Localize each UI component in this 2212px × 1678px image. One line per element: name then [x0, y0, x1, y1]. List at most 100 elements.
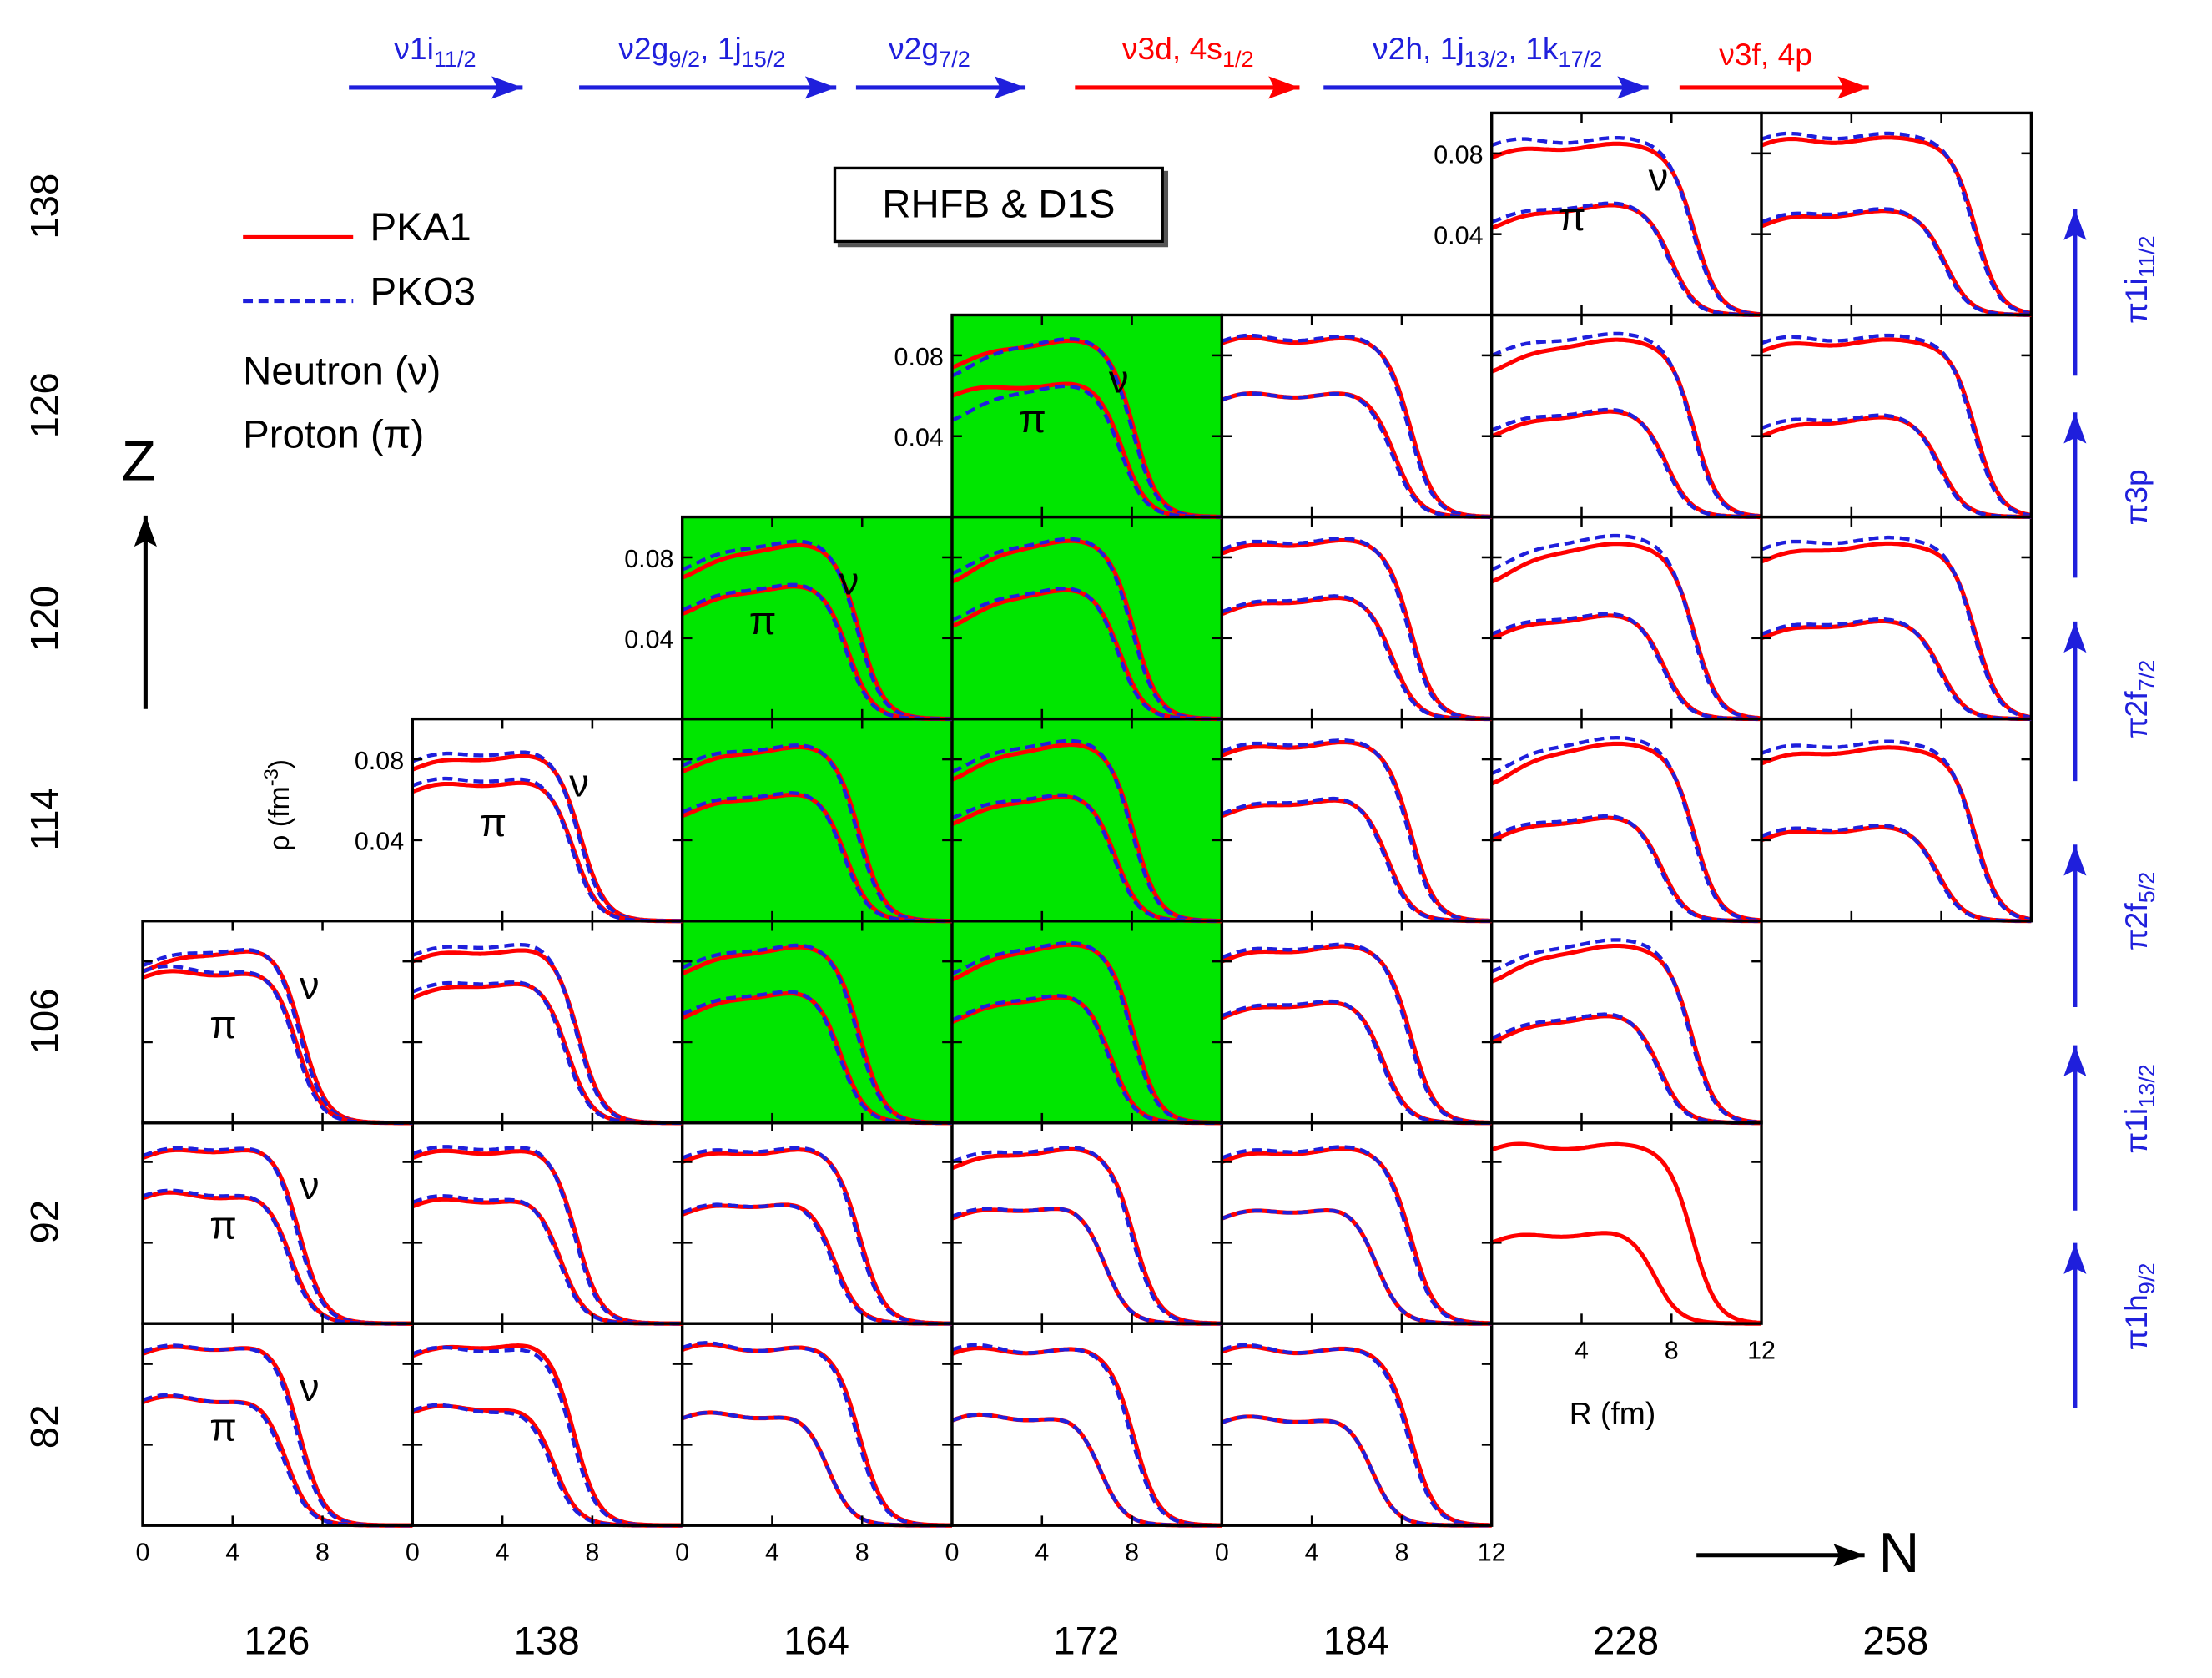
- x-tick-label-z82-n138: 0: [406, 1539, 420, 1567]
- panel-frame-z138-n258: [1760, 111, 2033, 317]
- side-annotation-4: π2f7/2: [2119, 659, 2160, 739]
- x-tick-label-z92-n228: 4: [1575, 1336, 1589, 1364]
- panel-bg-z92-n228: [1491, 1121, 1762, 1324]
- side-arrow-4-head: [2063, 621, 2087, 653]
- side-arrow-5-head: [2063, 412, 2087, 444]
- pko3-neutron-curve-z138-n228: [1490, 136, 1762, 317]
- pka1-proton-curve-z126-n258: [1761, 415, 2032, 520]
- pka1-neutron-curve-z120-n164: [681, 542, 953, 722]
- chart-title: RHFB & D1S: [833, 166, 1164, 244]
- pko3-neutron-curve-z106-n184: [1221, 942, 1492, 1125]
- top-arrow-5-head: [1617, 76, 1649, 99]
- side-annotation-5: π3p: [2119, 469, 2154, 526]
- x-tick-label-z82-n126: 4: [225, 1539, 239, 1567]
- top-annotation-1: ν1i11/2: [394, 31, 476, 73]
- top-annotation-2: ν2g9/2, 1j15/2: [618, 31, 786, 73]
- pko3-proton-curve-z106-n138: [411, 980, 683, 1125]
- nu-label-z82-n126: ν: [300, 1366, 320, 1410]
- pka1-neutron-curve-z114-n172: [951, 743, 1222, 924]
- pko3-neutron-curve-z126-n172: [951, 337, 1222, 519]
- pka1-proton-curve-z138-n258: [1761, 209, 2032, 317]
- x-axis-title: R (fm): [1569, 1395, 1656, 1431]
- x-tick-label-z82-n184: 0: [1215, 1539, 1229, 1567]
- y-axis-title: ρ (fm-3): [259, 758, 296, 851]
- pi-label-z120-n164: π: [749, 599, 777, 643]
- col-label-n138: 138: [513, 1618, 580, 1663]
- pi-label-z138-n228: π: [1559, 195, 1586, 239]
- row-label-z82: 82: [23, 1404, 67, 1449]
- panel-bg-z82-n172: [952, 1323, 1222, 1526]
- legend-note-proton: Proton (π): [243, 412, 425, 456]
- panel-bg-z82-n138: [412, 1323, 683, 1526]
- pko3-neutron-curve-z126-n258: [1761, 333, 2032, 517]
- z-axis-label: Z: [121, 431, 156, 493]
- x-tick-label-z92-n228: 12: [1747, 1336, 1776, 1364]
- pka1-proton-curve-z126-n184: [1221, 391, 1492, 520]
- nu-label-z92-n126: ν: [300, 1164, 320, 1208]
- pko3-neutron-curve-z120-n258: [1761, 535, 2032, 719]
- pko3-proton-curve-z114-n138: [411, 776, 683, 923]
- nu-label-z138-n228: ν: [1649, 156, 1669, 200]
- panel-bg-z120-n172: [952, 517, 1222, 719]
- pko3-neutron-curve-z82-n126: [142, 1343, 413, 1528]
- pko3-neutron-curve-z106-n228: [1490, 938, 1762, 1125]
- y-tick-label-z138-n228: 0.08: [1434, 141, 1483, 169]
- row-label-z138: 138: [23, 173, 67, 239]
- pka1-proton-curve-z120-n184: [1221, 596, 1492, 722]
- x-tick-label-z82-n184: 4: [1305, 1539, 1319, 1567]
- side-arrow-6-head: [2063, 209, 2087, 240]
- panel-bg-z82-n126: [142, 1323, 413, 1526]
- pko3-proton-curve-z120-n228: [1490, 612, 1762, 721]
- pko3-proton-curve-z92-n164: [681, 1202, 953, 1326]
- x-tick-label-z82-n126: 0: [136, 1539, 150, 1567]
- side-annotation-3: π2f5/2: [2119, 871, 2160, 951]
- pko3-proton-curve-z106-n184: [1221, 999, 1492, 1125]
- row-label-z114: 114: [23, 788, 67, 851]
- panel-bg-z82-n184: [1222, 1323, 1492, 1526]
- x-tick-label-z82-n172: 8: [1125, 1539, 1139, 1567]
- pi-label-z106-n126: π: [209, 1003, 237, 1047]
- panel-bg-z126-n184: [1222, 315, 1492, 517]
- pko3-neutron-curve-z106-n138: [411, 942, 683, 1125]
- row-label-z92: 92: [23, 1199, 67, 1244]
- panel-bg-z114-n138: [412, 718, 683, 921]
- x-tick-label-z82-n126: 8: [315, 1539, 330, 1567]
- pka1-neutron-curve-z106-n164: [681, 945, 953, 1126]
- y-tick-label-z120-n164: 0.08: [624, 545, 673, 573]
- pko3-proton-curve-z82-n184: [1221, 1414, 1492, 1528]
- n-axis-label: N: [1878, 1522, 1920, 1585]
- panel-bg-z106-n126: [142, 920, 413, 1123]
- nu-label-z126-n172: ν: [1109, 358, 1129, 402]
- pko3-neutron-curve-z92-n172: [951, 1146, 1222, 1326]
- top-annotation-3: ν2g7/2: [889, 31, 970, 73]
- x-tick-label-z82-n184: 8: [1394, 1539, 1408, 1567]
- side-annotation-2: π1i13/2: [2119, 1064, 2160, 1154]
- pko3-proton-curve-z126-n228: [1490, 407, 1762, 519]
- pko3-proton-curve-z138-n228: [1490, 201, 1762, 317]
- pko3-neutron-curve-z114-n258: [1761, 739, 2032, 922]
- panel-bg-z106-n184: [1222, 920, 1492, 1123]
- x-tick-label-z82-n164: 0: [675, 1539, 689, 1567]
- pka1-neutron-curve-z120-n258: [1761, 541, 2032, 719]
- pka1-neutron-curve-z126-n258: [1761, 337, 2032, 517]
- top-arrow-2-head: [804, 76, 837, 99]
- pko3-neutron-curve-z120-n164: [681, 539, 953, 721]
- pko3-proton-curve-z114-n258: [1761, 824, 2032, 923]
- pko3-neutron-curve-z92-n164: [682, 1146, 953, 1326]
- top-arrow-1-head: [491, 76, 523, 99]
- row-label-z106: 106: [23, 988, 67, 1055]
- pko3-neutron-curve-z82-n172: [951, 1343, 1222, 1528]
- pko3-proton-curve-z82-n126: [142, 1393, 413, 1528]
- pko3-neutron-curve-z114-n172: [951, 738, 1222, 923]
- pka1-neutron-curve-z114-n258: [1761, 745, 2032, 922]
- side-arrow-2-head: [2063, 1045, 2087, 1076]
- pko3-neutron-curve-z106-n172: [951, 940, 1222, 1125]
- panel-bg-z92-n138: [412, 1121, 683, 1324]
- side-annotation-6: π1i11/2: [2119, 235, 2160, 324]
- pko3-neutron-curve-z106-n164: [681, 943, 953, 1125]
- panel-bg-z126-n258: [1761, 315, 2032, 517]
- y-tick-label-z138-n228: 0.04: [1434, 222, 1483, 250]
- side-annotation-1: π1h9/2: [2119, 1262, 2160, 1351]
- col-label-n184: 184: [1323, 1618, 1389, 1663]
